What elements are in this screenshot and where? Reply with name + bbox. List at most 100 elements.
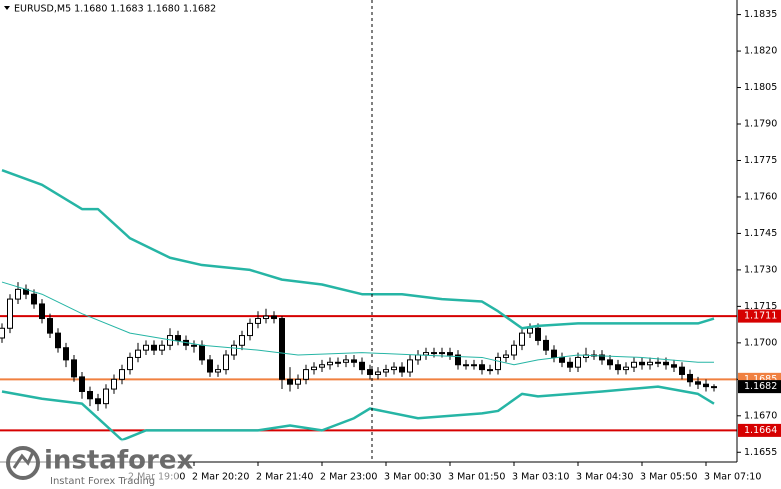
- candle-body: [495, 356, 501, 371]
- candle-body: [559, 356, 565, 363]
- candle-body: [199, 344, 205, 361]
- last-price-box: [738, 380, 781, 394]
- candle-body: [143, 344, 149, 351]
- candle-body: [463, 364, 469, 367]
- y-tick-label: 1.1760: [744, 191, 777, 202]
- candle-body: [543, 339, 549, 351]
- candle-body: [607, 359, 613, 366]
- candle-body: [391, 366, 397, 371]
- candle-body: [663, 361, 669, 366]
- candle-body: [55, 332, 61, 349]
- candle-body: [15, 288, 21, 300]
- candle-body: [535, 327, 541, 341]
- candle-body: [287, 378, 293, 385]
- candle-body: [655, 361, 661, 364]
- candle-body: [223, 354, 229, 371]
- candle-body: [279, 318, 285, 380]
- candle-body: [423, 352, 429, 356]
- candle-body: [135, 349, 141, 358]
- chart-header: EURUSD,M5 1.1680 1.1683 1.1680 1.1682: [14, 4, 216, 15]
- indicator-line: [1, 281, 714, 366]
- level-price-box: [738, 423, 781, 437]
- candle-body: [519, 332, 525, 346]
- y-tick-label: 1.1700: [744, 337, 777, 348]
- candle-body: [295, 378, 301, 385]
- candle-body: [175, 335, 181, 341]
- y-tick-label: 1.1745: [744, 228, 777, 239]
- y-tick-label: 1.1805: [744, 82, 777, 93]
- candle-body: [479, 364, 485, 371]
- watermark-icon: [6, 446, 40, 480]
- candle-body: [471, 364, 477, 367]
- level-price-label: 1.1664: [744, 425, 777, 436]
- watermark-brand: instaforex: [44, 446, 194, 476]
- candle-body: [551, 349, 557, 358]
- candle-body: [191, 344, 197, 347]
- watermark-tagline: Instant Forex Trading: [50, 476, 155, 487]
- candle-body: [687, 373, 693, 383]
- candle-body: [95, 398, 101, 405]
- candle-body: [151, 344, 157, 351]
- candle-body: [119, 369, 125, 380]
- candle-body: [103, 388, 109, 405]
- plot-area: [0, 169, 737, 442]
- candle-body: [487, 369, 493, 372]
- candle-body: [383, 369, 389, 373]
- y-tick-label: 1.1670: [744, 410, 777, 421]
- candle-body: [159, 344, 165, 351]
- last-price-label: 1.1682: [744, 381, 777, 392]
- x-tick-label: 2 Mar 21:40: [256, 472, 313, 483]
- candle-body: [63, 347, 69, 361]
- candle-body: [31, 293, 37, 305]
- candle-body: [703, 383, 709, 388]
- watermark: instaforex Instant Forex Trading: [0, 440, 194, 489]
- candle-body: [0, 327, 5, 339]
- menu-arrow[interactable]: [4, 6, 10, 10]
- candle-body: [7, 298, 13, 329]
- y-tick-label: 1.1730: [744, 264, 777, 275]
- candle-body: [79, 376, 85, 392]
- candle-body: [695, 381, 701, 385]
- candle-body: [567, 361, 573, 368]
- y-tick-label: 1.1820: [744, 46, 777, 57]
- y-tick-label: 1.1655: [744, 447, 777, 458]
- candle-body: [263, 315, 269, 320]
- x-tick-label: 3 Mar 00:30: [384, 472, 441, 483]
- candle-body: [679, 366, 685, 375]
- candle-body: [239, 335, 245, 346]
- candle-body: [111, 378, 117, 390]
- level-price-label: 1.1711: [744, 311, 777, 322]
- candle-body: [87, 390, 93, 400]
- y-tick-label: 1.1775: [744, 155, 777, 166]
- y-tick-label: 1.1835: [744, 9, 777, 20]
- candle-body: [599, 354, 605, 361]
- candle-body: [455, 354, 461, 366]
- x-tick-label: 3 Mar 05:50: [640, 472, 697, 483]
- x-tick-label: 3 Mar 03:10: [512, 472, 569, 483]
- candle-body: [399, 366, 405, 373]
- x-tick-label: 2 Mar 23:00: [320, 472, 377, 483]
- candle-body: [311, 366, 317, 371]
- indicator-line: [1, 169, 715, 330]
- candle-body: [447, 352, 453, 356]
- candle-body: [639, 361, 645, 366]
- x-tick-label: 2 Mar 20:20: [192, 472, 249, 483]
- indicator-line: [1, 385, 715, 442]
- x-tick-label: 3 Mar 07:10: [704, 472, 761, 483]
- candle-body: [615, 364, 621, 371]
- candle-body: [47, 318, 53, 334]
- candle-body: [303, 369, 309, 380]
- level-price-label: 1.1685: [744, 374, 777, 385]
- candle-body: [575, 356, 581, 368]
- candle-body: [359, 361, 365, 371]
- candle-body: [71, 359, 77, 378]
- candle-body: [511, 344, 517, 356]
- level-price-box: [738, 309, 781, 323]
- candle-body: [327, 361, 333, 366]
- candle-body: [319, 364, 325, 368]
- candle-body: [415, 354, 421, 361]
- candle-body: [39, 303, 45, 320]
- candle-body: [231, 344, 237, 356]
